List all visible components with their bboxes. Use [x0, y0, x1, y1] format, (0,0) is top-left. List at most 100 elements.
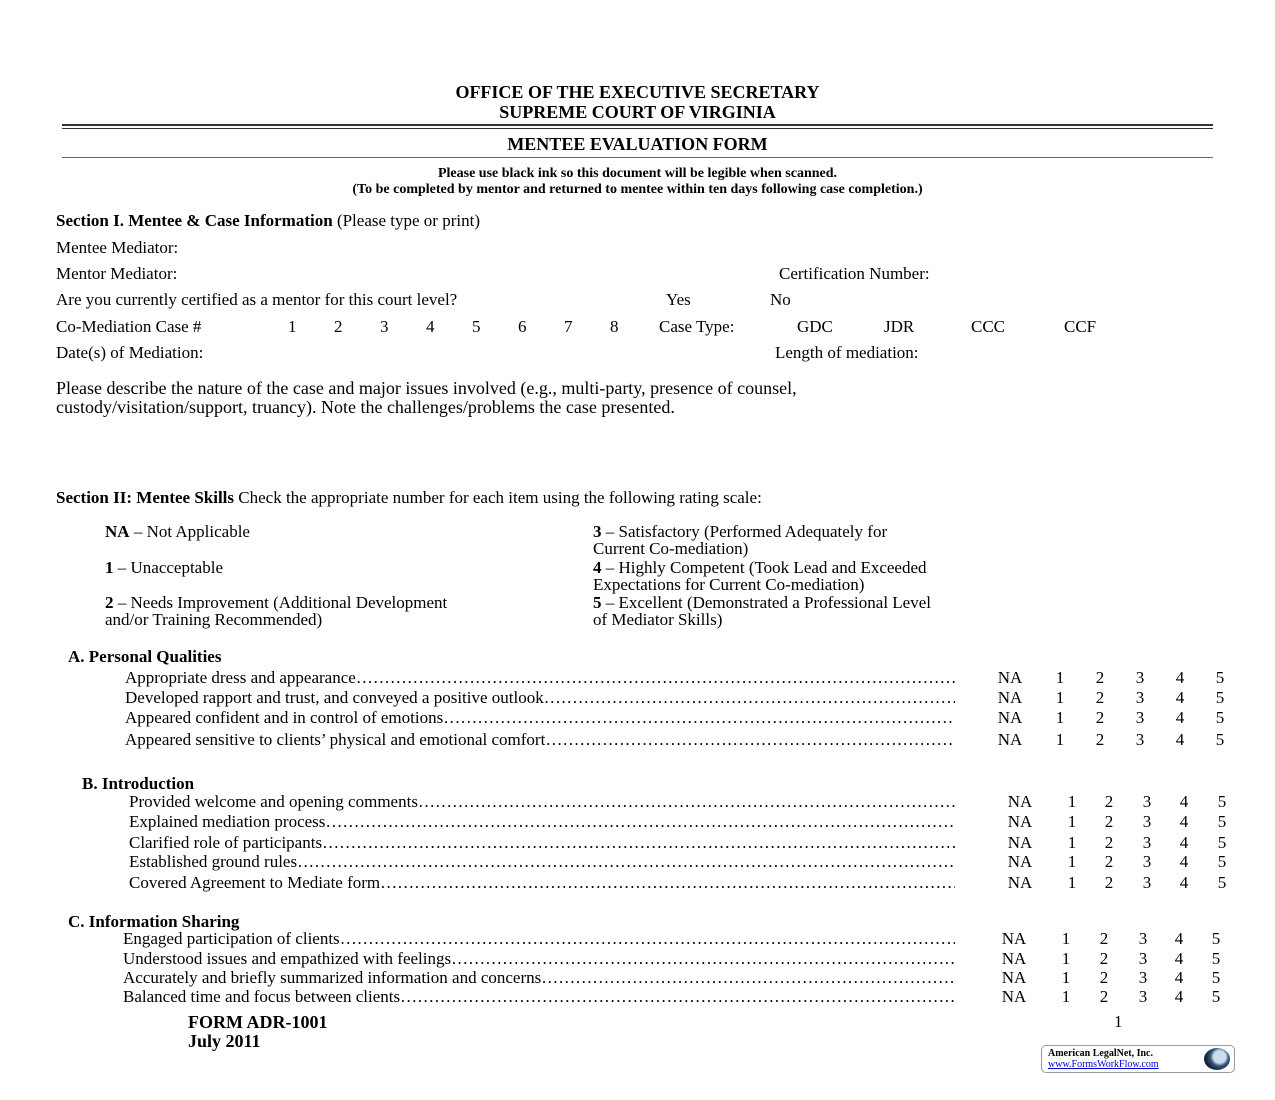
case-number-option[interactable]: 7: [564, 317, 573, 336]
rating-option-3[interactable]: 3: [1138, 987, 1148, 1006]
rating-option-1[interactable]: 1: [1061, 929, 1071, 948]
rating-option-1[interactable]: 1: [1055, 730, 1065, 749]
globe-icon: [1204, 1048, 1230, 1070]
rating-option-na[interactable]: NA: [997, 708, 1023, 727]
rating-option-5[interactable]: 5: [1211, 949, 1221, 968]
rating-option-5[interactable]: 5: [1211, 987, 1221, 1006]
rating-option-na[interactable]: NA: [1007, 812, 1033, 831]
header-office: OFFICE OF THE EXECUTIVE SECRETARY: [455, 82, 820, 102]
rating-option-3[interactable]: 3: [1135, 688, 1145, 707]
rating-option-1[interactable]: 1: [1061, 949, 1071, 968]
rating-option-2[interactable]: 2: [1104, 852, 1114, 871]
case-number-option[interactable]: 8: [610, 317, 619, 336]
rating-option-3[interactable]: 3: [1142, 833, 1152, 852]
case-type-option[interactable]: CCF: [1064, 317, 1097, 336]
rating-option-3[interactable]: 3: [1142, 812, 1152, 831]
rating-option-2[interactable]: 2: [1095, 688, 1105, 707]
rating-option-1[interactable]: 1: [1067, 792, 1077, 811]
rating-option-4[interactable]: 4: [1175, 730, 1185, 749]
rating-option-na[interactable]: NA: [1007, 873, 1033, 892]
yes-option[interactable]: Yes: [666, 290, 691, 309]
rating-option-na[interactable]: NA: [997, 668, 1023, 687]
rating-option-na[interactable]: NA: [1007, 833, 1033, 852]
rating-option-2[interactable]: 2: [1104, 833, 1114, 852]
rating-option-na[interactable]: NA: [997, 730, 1023, 749]
rating-option-2[interactable]: 2: [1099, 949, 1109, 968]
rating-option-3[interactable]: 3: [1138, 929, 1148, 948]
rating-option-4[interactable]: 4: [1174, 949, 1184, 968]
rating-option-na[interactable]: NA: [1001, 968, 1027, 987]
rating-option-4[interactable]: 4: [1179, 792, 1189, 811]
rating-option-5[interactable]: 5: [1217, 833, 1227, 852]
case-number-option[interactable]: 6: [518, 317, 527, 336]
rating-option-5[interactable]: 5: [1215, 730, 1225, 749]
scale-desc: Current Co-mediation): [593, 539, 749, 558]
rating-option-na[interactable]: NA: [1001, 949, 1027, 968]
rating-option-1[interactable]: 1: [1067, 852, 1077, 871]
rating-option-na[interactable]: NA: [1001, 987, 1027, 1006]
rating-option-4[interactable]: 4: [1179, 833, 1189, 852]
rating-option-3[interactable]: 3: [1142, 852, 1152, 871]
rating-option-3[interactable]: 3: [1135, 668, 1145, 687]
case-type-option[interactable]: GDC: [797, 317, 833, 336]
rating-option-3[interactable]: 3: [1135, 730, 1145, 749]
scale-desc: – Not Applicable: [129, 522, 250, 541]
rating-option-5[interactable]: 5: [1215, 708, 1225, 727]
rating-option-na[interactable]: NA: [1007, 792, 1033, 811]
case-type-option[interactable]: CCC: [971, 317, 1006, 336]
no-option[interactable]: No: [770, 290, 791, 309]
rating-option-na[interactable]: NA: [997, 688, 1023, 707]
rating-option-2[interactable]: 2: [1104, 792, 1114, 811]
rating-option-2[interactable]: 2: [1099, 968, 1109, 987]
scale-desc: – Satisfactory (Performed Adequately for: [601, 522, 888, 541]
rating-option-3[interactable]: 3: [1135, 708, 1145, 727]
rating-option-5[interactable]: 5: [1215, 688, 1225, 707]
rating-option-5[interactable]: 5: [1217, 852, 1227, 871]
rating-option-4[interactable]: 4: [1175, 708, 1185, 727]
rating-option-1[interactable]: 1: [1061, 968, 1071, 987]
rating-option-4[interactable]: 4: [1179, 852, 1189, 871]
rating-option-2[interactable]: 2: [1104, 873, 1114, 892]
case-number-option[interactable]: 5: [472, 317, 481, 336]
rating-option-1[interactable]: 1: [1055, 708, 1065, 727]
rating-option-3[interactable]: 3: [1138, 949, 1148, 968]
rating-option-2[interactable]: 2: [1104, 812, 1114, 831]
case-number-option[interactable]: 1: [288, 317, 297, 336]
rating-option-na[interactable]: NA: [1001, 929, 1027, 948]
rating-option-1[interactable]: 1: [1055, 668, 1065, 687]
rating-option-5[interactable]: 5: [1217, 792, 1227, 811]
rating-option-5[interactable]: 5: [1215, 668, 1225, 687]
rating-option-2[interactable]: 2: [1095, 708, 1105, 727]
rating-option-4[interactable]: 4: [1174, 987, 1184, 1006]
american-legalnet-logo[interactable]: American LegalNet, Inc. www.FormsWorkFlo…: [1041, 1045, 1235, 1073]
rating-option-5[interactable]: 5: [1217, 812, 1227, 831]
rating-option-1[interactable]: 1: [1061, 987, 1071, 1006]
rating-option-na[interactable]: NA: [1007, 852, 1033, 871]
rating-option-2[interactable]: 2: [1099, 987, 1109, 1006]
rating-option-4[interactable]: 4: [1175, 668, 1185, 687]
case-number-option[interactable]: 3: [380, 317, 389, 336]
case-number-option[interactable]: 2: [334, 317, 343, 336]
rating-option-3[interactable]: 3: [1142, 792, 1152, 811]
rating-option-1[interactable]: 1: [1067, 833, 1077, 852]
logo-url-link[interactable]: www.FormsWorkFlow.com: [1048, 1059, 1159, 1070]
rating-option-2[interactable]: 2: [1099, 929, 1109, 948]
rating-option-1[interactable]: 1: [1055, 688, 1065, 707]
rating-option-5[interactable]: 5: [1211, 968, 1221, 987]
rating-option-1[interactable]: 1: [1067, 812, 1077, 831]
rating-option-3[interactable]: 3: [1142, 873, 1152, 892]
rating-option-5[interactable]: 5: [1211, 929, 1221, 948]
rating-option-4[interactable]: 4: [1175, 688, 1185, 707]
case-type-option[interactable]: JDR: [884, 317, 915, 336]
describe-prompt-1: Please describe the nature of the case a…: [56, 378, 797, 398]
rating-option-1[interactable]: 1: [1067, 873, 1077, 892]
rating-option-2[interactable]: 2: [1095, 668, 1105, 687]
rating-option-3[interactable]: 3: [1138, 968, 1148, 987]
case-number-option[interactable]: 4: [426, 317, 435, 336]
rating-option-2[interactable]: 2: [1095, 730, 1105, 749]
rating-option-4[interactable]: 4: [1174, 929, 1184, 948]
rating-option-4[interactable]: 4: [1179, 873, 1189, 892]
rating-option-5[interactable]: 5: [1217, 873, 1227, 892]
rating-option-4[interactable]: 4: [1179, 812, 1189, 831]
rating-option-4[interactable]: 4: [1174, 968, 1184, 987]
